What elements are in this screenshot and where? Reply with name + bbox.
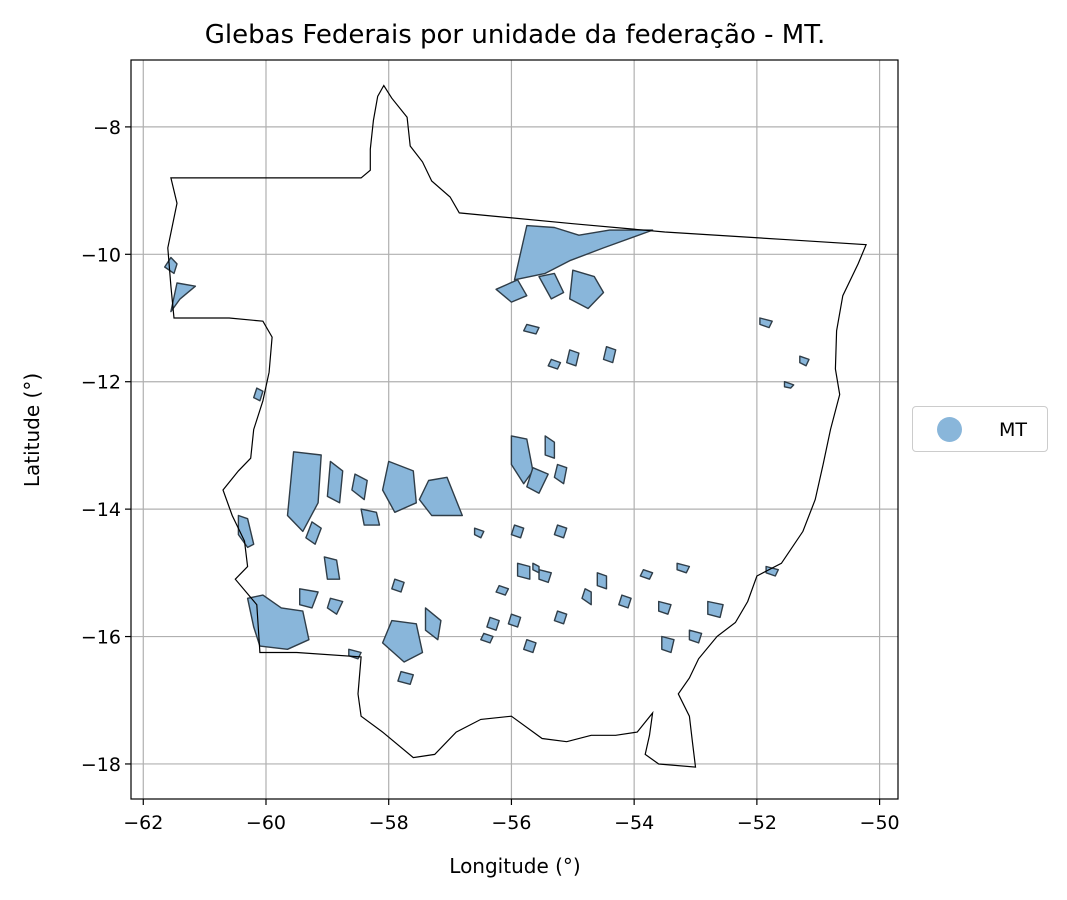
y-tick-label: −8 — [93, 117, 121, 139]
land-parcel — [783, 381, 795, 389]
y-tick-label: −12 — [81, 372, 121, 394]
land-parcel — [688, 629, 703, 644]
land-parcel — [286, 451, 322, 533]
x-tick-label: −56 — [491, 812, 531, 834]
plot-frame — [130, 59, 899, 800]
land-parcel — [424, 607, 442, 641]
land-parcel — [658, 600, 672, 615]
land-parcel — [553, 610, 568, 625]
land-parcel — [566, 349, 580, 367]
land-parcel — [305, 521, 322, 545]
land-parcel — [661, 635, 675, 654]
land-parcel — [480, 632, 494, 644]
y-tick-label: −14 — [81, 499, 121, 521]
land-parcel — [538, 569, 552, 584]
land-parcels — [164, 224, 810, 685]
plot-area — [131, 60, 898, 799]
land-parcel — [547, 358, 562, 370]
x-tick-label: −60 — [246, 812, 286, 834]
y-tick-label: −18 — [81, 754, 121, 776]
x-tick-label: −62 — [123, 812, 163, 834]
land-parcel — [639, 569, 654, 580]
land-parcel — [707, 600, 724, 619]
land-parcel — [532, 562, 540, 574]
land-parcel — [360, 508, 381, 526]
land-parcel — [164, 256, 178, 275]
land-parcel — [618, 594, 632, 609]
land-parcel — [602, 346, 617, 364]
land-parcel — [253, 387, 264, 402]
legend: MT — [912, 406, 1048, 452]
land-parcel — [495, 584, 510, 596]
land-parcel — [513, 224, 654, 281]
land-parcel — [299, 588, 319, 609]
land-parcel — [523, 639, 537, 654]
land-parcel — [237, 514, 255, 549]
legend-marker-mt — [937, 417, 962, 442]
y-tick-label: −10 — [81, 244, 121, 266]
land-parcel — [759, 317, 773, 329]
x-tick-label: −50 — [860, 812, 900, 834]
land-parcel — [381, 619, 424, 663]
legend-label-mt: MT — [999, 419, 1027, 441]
land-parcel — [326, 460, 344, 504]
land-parcel — [507, 613, 522, 628]
land-parcel — [397, 670, 414, 685]
land-parcel — [569, 269, 605, 310]
x-axis-ticks: −62 −60 −58 −56 −54 −52 −50 — [123, 799, 900, 834]
land-parcel — [246, 594, 310, 650]
land-parcel — [581, 588, 592, 606]
y-axis-ticks: −8 −10 −12 −14 −16 −18 — [81, 117, 131, 776]
land-parcel — [323, 556, 341, 580]
x-axis-label: Longitude (°) — [449, 854, 580, 878]
land-parcel — [596, 572, 608, 590]
land-parcel — [381, 460, 417, 513]
land-parcel — [799, 355, 810, 367]
land-parcel — [326, 597, 344, 615]
land-parcel — [495, 279, 528, 303]
land-parcel — [391, 578, 405, 593]
land-parcel — [523, 323, 540, 335]
land-parcel — [676, 562, 691, 574]
land-parcel — [486, 616, 500, 631]
chart-title: Glebas Federais por unidade da federação… — [205, 20, 826, 50]
x-tick-label: −58 — [369, 812, 409, 834]
y-tick-label: −16 — [81, 627, 121, 649]
land-parcel — [544, 435, 556, 459]
state-boundary — [167, 84, 867, 768]
land-parcel — [473, 527, 485, 539]
land-parcel — [553, 463, 568, 485]
y-axis-label: Latitude (°) — [20, 373, 44, 487]
land-parcel — [351, 473, 368, 501]
x-tick-label: −52 — [737, 812, 777, 834]
land-parcel — [516, 562, 531, 580]
land-parcel — [538, 272, 565, 300]
land-parcel — [510, 524, 525, 539]
x-tick-label: −54 — [614, 812, 654, 834]
land-parcel — [510, 435, 534, 485]
land-parcel — [418, 476, 463, 517]
land-parcel — [526, 467, 549, 494]
land-parcel — [553, 524, 568, 539]
